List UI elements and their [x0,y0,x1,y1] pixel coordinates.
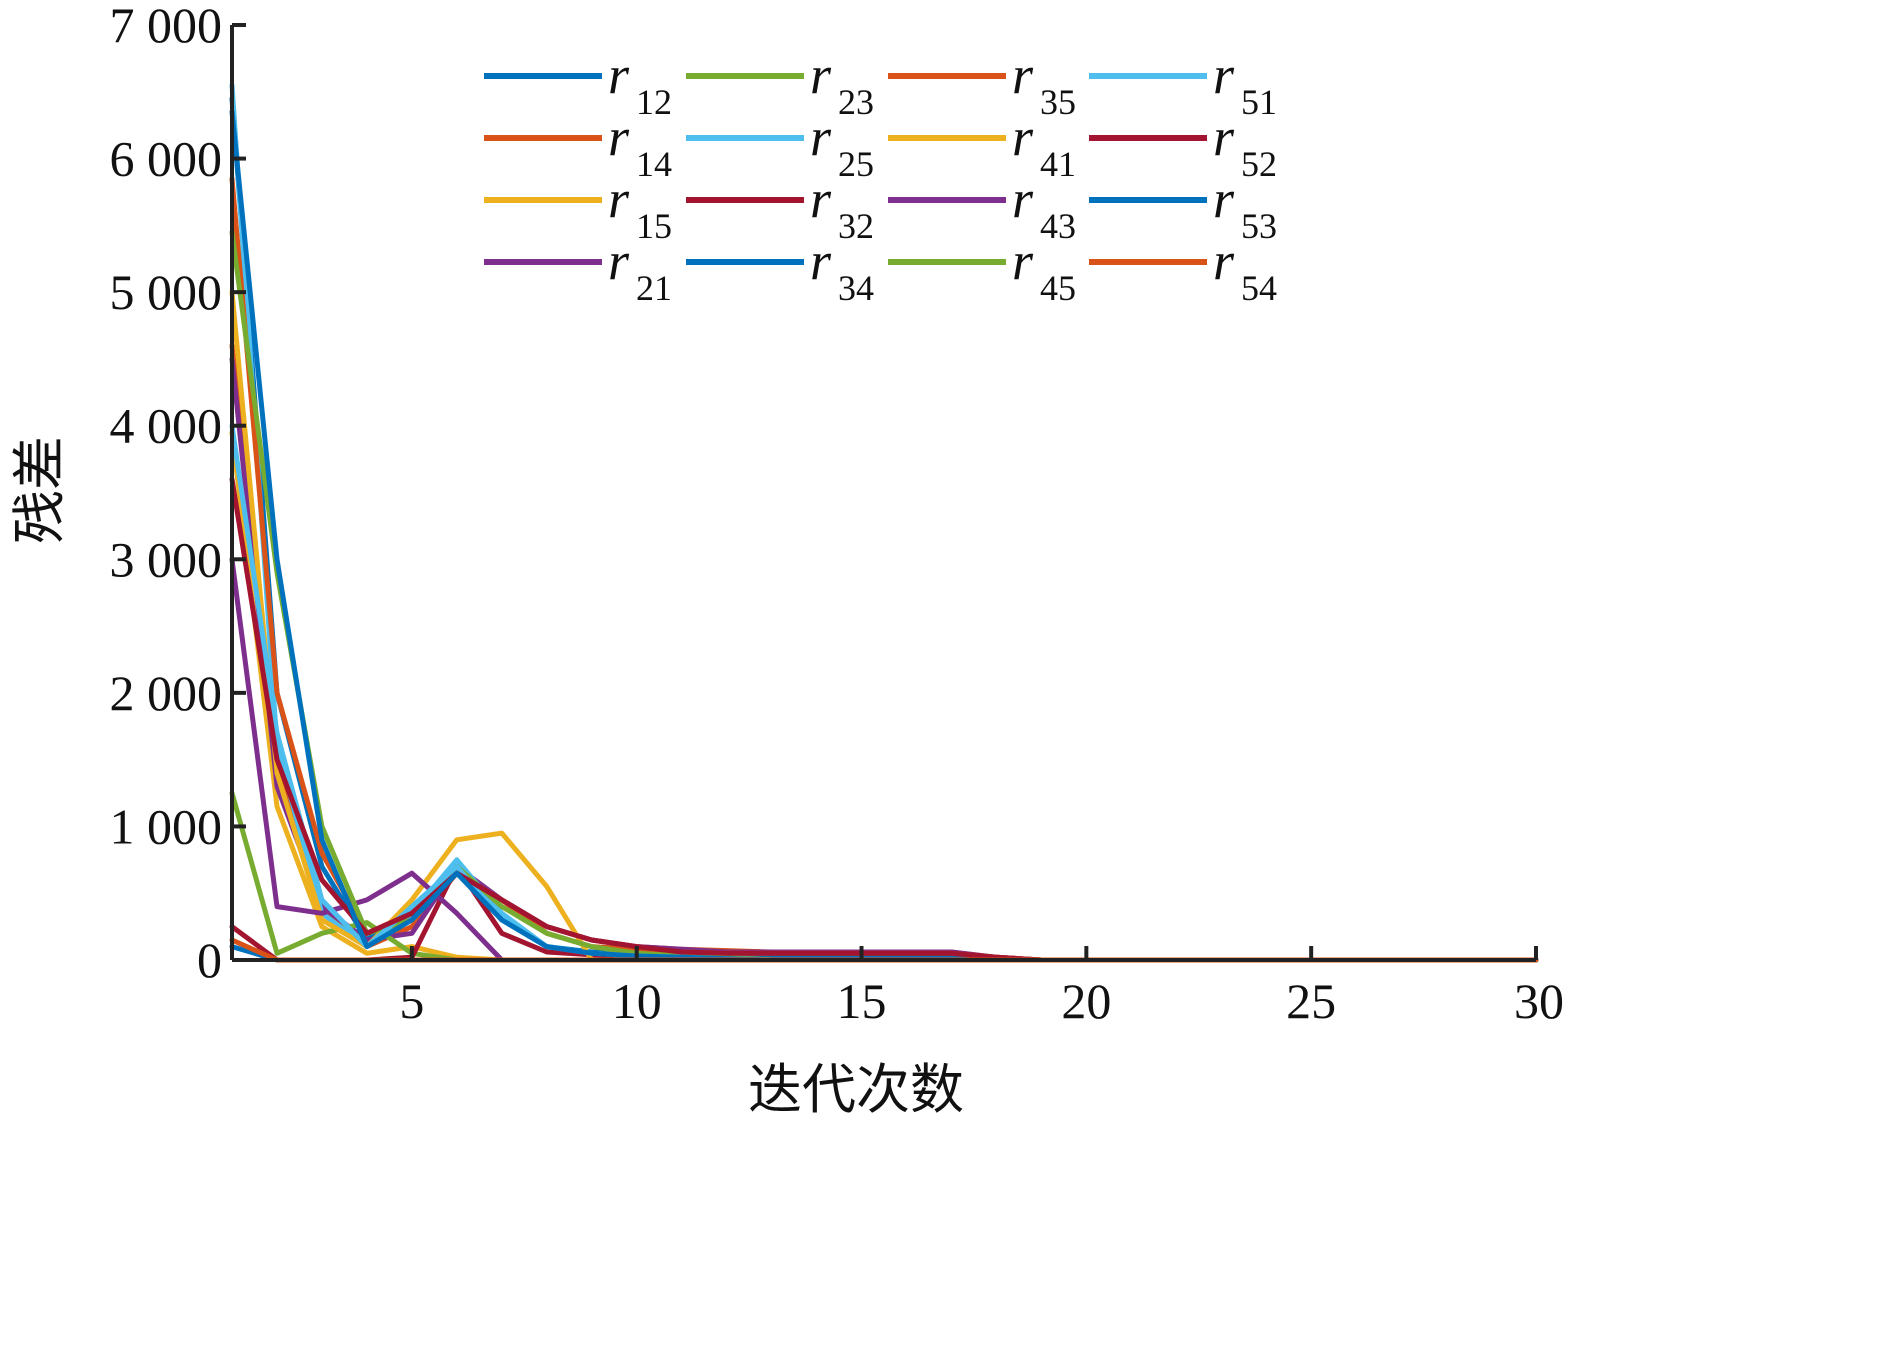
y-tick-label: 3 000 [110,531,223,587]
legend-label: r [1213,45,1235,105]
legend-label: r [1012,231,1034,291]
legend-entry-r15: r 15 [484,169,672,246]
legend-subscript: 21 [636,268,672,308]
x-tick-label: 10 [612,973,662,1029]
legend-entry-r25: r 25 [686,107,874,184]
legend-label: r [1213,107,1235,167]
legend-entry-r35: r 35 [888,45,1076,122]
series-line-r41 [229,289,1539,963]
legend-subscript: 34 [838,268,874,308]
x-tick-label: 25 [1286,973,1336,1029]
y-tick-label: 7 000 [110,0,223,53]
series-line-r25 [229,82,1539,963]
x-tick-label: 30 [1514,973,1564,1029]
y-tick-label: 1 000 [110,798,223,854]
legend-label: r [608,107,630,167]
legend-entry-r43: r 43 [888,169,1076,246]
x-tick-label: 15 [837,973,887,1029]
legend-label: r [1012,169,1034,229]
legend-subscript: 45 [1040,268,1076,308]
legend-label: r [608,231,630,291]
legend-subscript: 51 [1241,82,1277,122]
legend-label: r [810,107,832,167]
legend-label: r [810,45,832,105]
legend-entry-r32: r 32 [686,169,874,246]
series-line-r45 [229,229,1539,963]
legend: r 12r 14r 15r 21r 23r 25r 32r 34r 35r 41r 43r 45r 51r… [484,45,1277,308]
legend-label: r [608,169,630,229]
legend-entry-r45: r 45 [888,231,1076,308]
legend-subscript: 23 [838,82,874,122]
legend-subscript: 54 [1241,268,1277,308]
legend-label: r [1213,231,1235,291]
y-axis-title: 残差 [8,436,71,544]
series-line-r53 [229,109,1539,963]
y-tick-label: 4 000 [110,398,223,454]
series-line-r14 [229,343,1539,963]
legend-subscript: 14 [636,144,672,184]
legend-subscript: 25 [838,144,874,184]
legend-subscript: 41 [1040,144,1076,184]
legend-label: r [810,231,832,291]
legend-subscript: 53 [1241,206,1277,246]
legend-entry-r23: r 23 [686,45,874,122]
x-axis-title: 迭代次数 [748,1058,964,1121]
legend-entry-r21: r 21 [484,231,672,308]
legend-entry-r14: r 14 [484,107,672,184]
legend-label: r [1012,107,1034,167]
y-tick-label: 6 000 [110,131,223,187]
legend-subscript: 52 [1241,144,1277,184]
series-line-r12 [229,96,1539,963]
legend-entry-r41: r 41 [888,107,1076,184]
legend-entry-r51: r 51 [1089,45,1277,122]
legend-subscript: 15 [636,206,672,246]
legend-subscript: 12 [636,82,672,122]
legend-subscript: 32 [838,206,874,246]
y-tick-label: 2 000 [110,665,223,721]
x-tick-label: 20 [1061,973,1111,1029]
legend-label: r [1213,169,1235,229]
legend-entry-r12: r 12 [484,45,672,122]
legend-label: r [608,45,630,105]
legend-entry-r34: r 34 [686,231,874,308]
legend-subscript: 43 [1040,206,1076,246]
legend-label: r [1012,45,1034,105]
legend-label: r [810,169,832,229]
y-tick-label: 5 000 [110,264,223,320]
axes: 0 1 000 2 000 3 000 4 000 5 000 6 000 7 000 5 10 1… [110,0,1565,1029]
series-line-r35 [229,176,1539,963]
y-tick-label: 0 [197,932,222,988]
x-tick-label: 5 [399,973,424,1029]
legend-entry-r52: r 52 [1089,107,1277,184]
legend-entry-r53: r 53 [1089,169,1277,246]
series-line-r21 [229,356,1539,963]
residual-chart: 0 1 000 2 000 3 000 4 000 5 000 6 000 7 000 5 10 1… [8,0,1565,1121]
legend-subscript: 35 [1040,82,1076,122]
series-layer [229,82,1539,963]
legend-entry-r54: r 54 [1089,231,1277,308]
